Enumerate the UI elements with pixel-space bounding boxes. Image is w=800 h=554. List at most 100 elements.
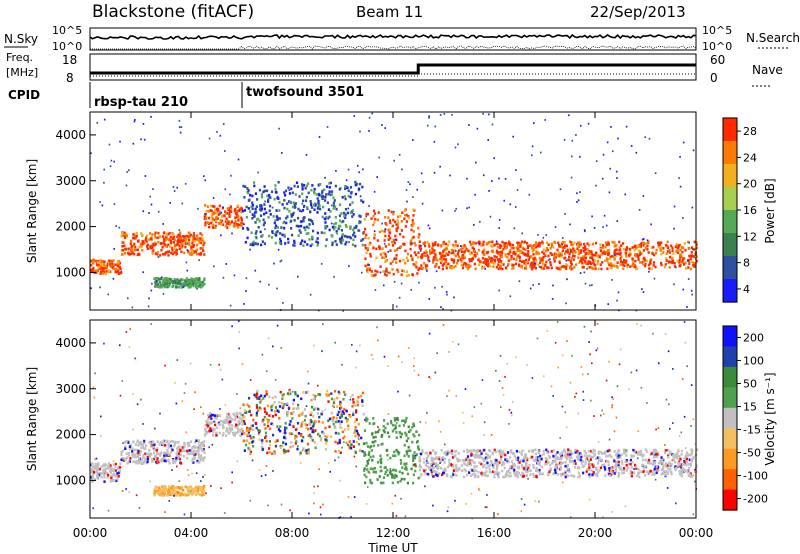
- scatter-cell: [314, 394, 317, 398]
- scatter-cell: [405, 434, 408, 437]
- scatter-cell: [453, 450, 456, 453]
- scatter-cell: [363, 467, 366, 471]
- scatter-cell: [434, 241, 437, 244]
- scatter-cell: [239, 221, 243, 225]
- scatter-cell: [366, 445, 370, 448]
- scatter-cell: [656, 451, 660, 455]
- scatter-cell: [330, 222, 333, 225]
- scatter-cell: [495, 471, 499, 474]
- scatter-cell: [244, 185, 247, 189]
- scatter-cell: [613, 257, 616, 261]
- scatter-cell: [237, 219, 240, 222]
- scatter-cell: [393, 450, 396, 454]
- scatter-cell: [669, 467, 672, 471]
- scatter-cell: [255, 236, 258, 239]
- scatter-cell: [485, 242, 488, 245]
- scatter-cell: [556, 473, 559, 476]
- scatter-cell: [240, 224, 243, 227]
- scatter-cell: [402, 419, 405, 422]
- scatter-cell: [262, 190, 265, 194]
- scatter-cell: [146, 457, 150, 461]
- scatter-cell: [561, 265, 564, 268]
- scatter-cell: [549, 467, 553, 471]
- scatter-cell: [449, 266, 452, 269]
- scatter-cell: [154, 231, 157, 235]
- scatter-cell: [347, 168, 350, 171]
- scatter-cell: [259, 230, 262, 234]
- scatter-cell: [695, 464, 698, 468]
- scatter-cell: [283, 402, 286, 406]
- scatter-cell: [300, 425, 303, 428]
- scatter-cell: [606, 141, 609, 144]
- scatter-cell: [120, 458, 123, 462]
- scatter-cell: [506, 460, 509, 464]
- scatter-cell: [637, 255, 640, 259]
- scatter-cell: [531, 472, 535, 476]
- scatter-cell: [336, 405, 339, 408]
- scatter-cell: [157, 256, 160, 258]
- scatter-cell: [479, 455, 482, 459]
- scatter-cell: [347, 424, 350, 428]
- scatter-cell: [243, 449, 246, 452]
- scatter-cell: [401, 211, 404, 215]
- scatter-cell: [691, 206, 694, 209]
- scatter-cell: [240, 413, 243, 417]
- scatter-cell: [625, 259, 628, 263]
- scatter-cell: [371, 112, 374, 115]
- scatter-cell: [281, 151, 283, 154]
- scatter-cell: [615, 463, 618, 467]
- scatter-cell: [371, 432, 374, 435]
- scatter-cell: [100, 465, 103, 469]
- scatter-cell: [274, 406, 278, 409]
- scatter-cell: [426, 240, 429, 244]
- scatter-cell: [298, 414, 301, 417]
- scatter-cell: [224, 220, 227, 224]
- scatter-cell: [487, 455, 490, 458]
- scatter-cell: [540, 457, 543, 461]
- scatter-cell: [311, 222, 315, 226]
- scatter-cell: [361, 404, 364, 407]
- scatter-cell: [660, 261, 663, 265]
- scatter-cell: [629, 462, 632, 466]
- scatter-cell: [645, 259, 648, 263]
- scatter-cell: [326, 201, 329, 205]
- scatter-cell: [357, 433, 360, 437]
- scatter-cell: [639, 242, 642, 246]
- scatter-cell: [340, 241, 343, 245]
- scatter-cell: [306, 243, 309, 246]
- scatter-cell: [429, 451, 432, 455]
- scatter-cell: [286, 392, 290, 395]
- scatter-cell: [242, 439, 245, 443]
- scatter-cell: [292, 425, 295, 428]
- scatter-cell: [109, 464, 112, 467]
- scatter-cell: [143, 447, 146, 450]
- scatter-cell: [533, 257, 536, 261]
- scatter-cell: [407, 216, 411, 220]
- scatter-cell: [617, 454, 620, 458]
- scatter-cell: [137, 461, 141, 465]
- scatter-cell: [109, 479, 112, 483]
- scatter-cell: [502, 460, 505, 464]
- scatter-cell: [411, 481, 415, 485]
- scatter-cell: [687, 474, 690, 477]
- scatter-cell: [411, 426, 414, 429]
- scatter-cell: [348, 241, 350, 244]
- scatter-cell: [182, 239, 185, 242]
- scatter-cell: [323, 199, 327, 202]
- scatter-cell: [370, 217, 373, 220]
- scatter-cell: [445, 266, 448, 270]
- scatter-cell: [614, 470, 618, 473]
- scatter-cell: [452, 465, 455, 468]
- scatter-cell: [243, 196, 246, 199]
- scatter-cell: [481, 449, 485, 452]
- scatter-cell: [591, 284, 593, 287]
- scatter-cell: [584, 259, 587, 263]
- scatter-cell: [122, 459, 125, 462]
- scatter-cell: [183, 443, 186, 447]
- scatter-cell: [513, 468, 516, 472]
- scatter-cell: [412, 459, 415, 463]
- scatter-cell: [386, 474, 389, 477]
- scatter-cell: [571, 139, 574, 142]
- scatter-cell: [594, 267, 597, 270]
- scatter-cell: [226, 418, 229, 422]
